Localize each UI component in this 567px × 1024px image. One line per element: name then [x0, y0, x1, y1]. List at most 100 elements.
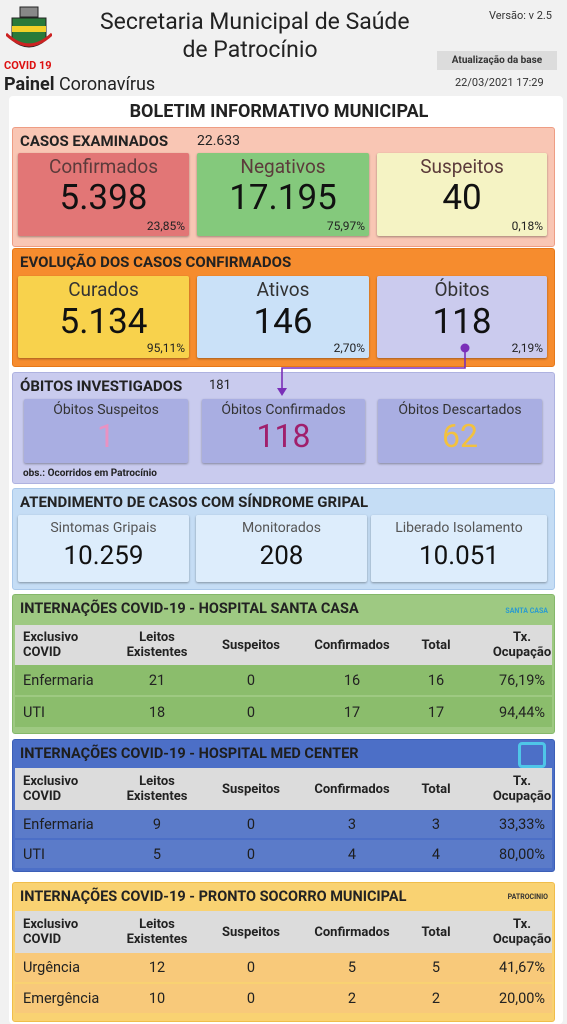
logo — [6, 6, 52, 48]
table-cell: 41,67% — [498, 959, 546, 976]
card-label: Óbitos Confirmados — [221, 402, 346, 418]
hospital-logo: PATROCINIO — [507, 893, 548, 901]
column-header-line: Existentes — [126, 789, 188, 804]
section-title: INTERNAÇÕES COVID-19 - HOSPITAL MED CENT… — [20, 745, 359, 762]
table-row: UTI 5 0 4 4 80,00% — [15, 840, 552, 868]
card-value: 10.259 — [63, 541, 144, 571]
card-label: Óbitos Suspeitos — [53, 402, 159, 418]
table-cell: 0 — [246, 959, 256, 976]
column-header: Suspeitos — [196, 638, 306, 653]
table-cell: 76,19% — [498, 671, 546, 689]
table-cell: 3 — [431, 815, 441, 833]
table-cell: 33,33% — [498, 815, 546, 833]
table-cell: 4 — [431, 845, 441, 863]
column-header-line: Existentes — [126, 932, 188, 947]
table-cell: 0 — [246, 671, 256, 689]
table-cell: 16 — [343, 671, 361, 689]
hospital-logo: SANTA CASA — [505, 607, 548, 615]
column-header-line: COVID — [23, 932, 62, 947]
update-date: 22/03/2021 17:29 — [455, 76, 544, 89]
table-cell: UTI — [23, 845, 45, 863]
card-label: Liberado Isolamento — [395, 520, 523, 536]
column-header: Leitos Existentes — [102, 917, 212, 947]
card: Sintomas Gripais 10.259 — [18, 515, 189, 582]
column-header: Suspeitos — [196, 782, 306, 797]
section-total: 181 — [209, 378, 231, 393]
title-line: de Patrocínio — [182, 36, 318, 63]
section-title: CASOS EXAMINADOS — [20, 132, 169, 150]
card: Óbitos Descartados 62 — [378, 399, 542, 463]
table-cell: 5 — [152, 845, 162, 863]
column-header-line: Ocupação — [492, 789, 552, 804]
card: Óbitos 118 2,19% — [377, 276, 547, 358]
panel-title: Painel Coronavírus — [4, 74, 155, 95]
column-header: Tx. Ocupação — [467, 630, 567, 660]
card-label: Óbitos — [434, 278, 490, 301]
table-cell: 0 — [246, 703, 256, 721]
table-cell: 2 — [347, 990, 357, 1007]
table-cell: 2 — [431, 990, 441, 1007]
column-header-line: Confirmados — [314, 781, 390, 797]
card-label: Óbitos Descartados — [398, 402, 522, 418]
table-cell: 4 — [347, 845, 357, 863]
column-header: Confirmados — [297, 925, 407, 940]
card: Negativos 17.195 75,97% — [197, 153, 369, 236]
column-header: Tx. Ocupação — [467, 774, 567, 804]
table-cell: 3 — [347, 815, 357, 833]
table-row: Urgência 12 0 5 5 41,67% — [15, 953, 552, 982]
hospital-logo — [518, 742, 546, 768]
column-header-line: COVID — [23, 789, 62, 804]
table-cell: 5 — [347, 959, 357, 976]
table-cell: Urgência — [23, 959, 81, 976]
section: ÓBITOS INVESTIGADOS 181 Óbitos Suspeitos 1 Ó… — [12, 372, 555, 484]
card-label: Ativos — [256, 278, 310, 301]
card-label: Negativos — [240, 155, 326, 178]
column-header-line: Total — [421, 781, 451, 797]
table-cell: Enfermaria — [23, 815, 94, 833]
column-header-line: Tx. — [513, 917, 531, 932]
card-percent: 2,19% — [511, 341, 543, 355]
table-cell: 80,00% — [498, 845, 546, 863]
card-value: 5.134 — [59, 301, 148, 342]
table-cell: UTI — [23, 703, 45, 721]
column-header: Leitos Existentes — [102, 630, 212, 660]
card-label: Sintomas Gripais — [50, 520, 157, 536]
note: obs.: Ocorridos em Patrocínio — [23, 468, 157, 479]
table-cell: 20,00% — [498, 990, 546, 1007]
table-cell: 5 — [431, 959, 441, 976]
logo-label: COVID 19 — [4, 59, 52, 72]
panel-rest: Coronavírus — [58, 74, 156, 95]
card-value: 208 — [259, 541, 304, 571]
card-value: 17.195 — [229, 177, 337, 218]
column-header: Leitos Existentes — [102, 774, 212, 804]
column-header-line: Total — [421, 924, 451, 940]
section-title: ATENDIMENTO DE CASOS COM SÍNDROME GRIPAL — [20, 493, 369, 511]
column-header: Exclusivo COVID — [23, 774, 123, 804]
column-header-line: Exclusivo — [23, 774, 79, 789]
card-value: 118 — [256, 417, 311, 455]
table-cell: 18 — [148, 703, 166, 721]
card-value: 10.051 — [419, 541, 499, 571]
table-header: Exclusivo COVID Leitos Existentes Suspeitos C… — [15, 911, 552, 953]
table-cell: 16 — [427, 671, 445, 689]
table-cell: Enfermaria — [23, 671, 94, 689]
table-cell: 0 — [246, 815, 256, 833]
column-header: Total — [381, 782, 491, 797]
card-value: 1 — [97, 417, 115, 455]
column-header-line: Suspeitos — [222, 781, 280, 797]
table-cell: Emergência — [23, 990, 100, 1007]
card: Liberado Isolamento 10.051 — [371, 515, 547, 582]
card-value: 62 — [442, 417, 478, 455]
column-header-line: COVID — [23, 645, 62, 660]
column-header-line: Tx. — [513, 774, 531, 789]
table-row: Emergência 10 0 2 2 20,00% — [15, 984, 552, 1013]
table-cell: 0 — [246, 845, 256, 863]
column-header: Confirmados — [297, 638, 407, 653]
table-cell: 17 — [343, 703, 361, 721]
card-percent: 2,70% — [333, 341, 365, 355]
section-title: EVOLUÇÃO DOS CASOS CONFIRMADOS — [20, 253, 292, 271]
card-percent: 23,85% — [146, 219, 185, 233]
